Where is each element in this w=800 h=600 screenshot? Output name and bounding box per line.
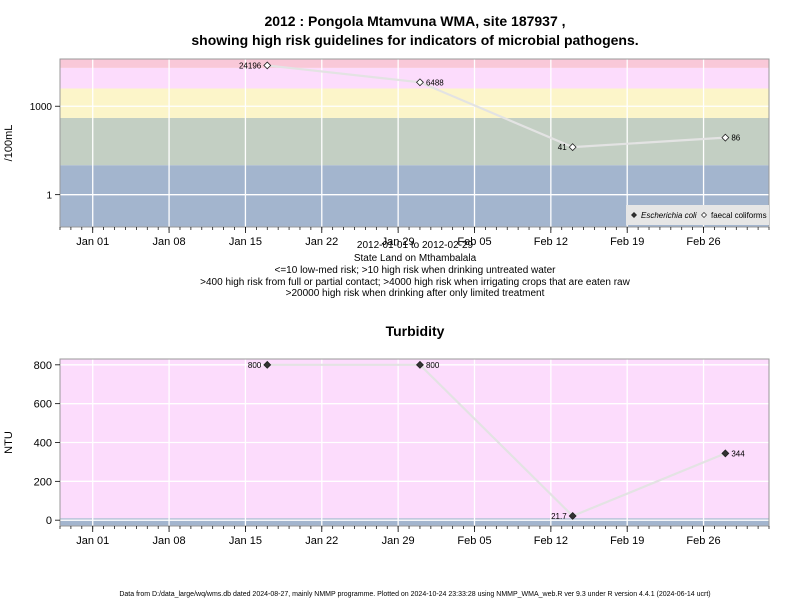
x-tick-label: Jan 01 — [76, 236, 109, 248]
data-point — [263, 61, 272, 70]
turbidity-title: Turbidity — [386, 323, 445, 339]
y-tick-label: 1000 — [30, 102, 53, 113]
series-line — [267, 64, 726, 149]
risk-band — [60, 359, 769, 519]
y-tick-label: 0 — [46, 515, 52, 527]
data-point — [263, 360, 272, 369]
data-label: 344 — [731, 449, 745, 458]
turbidity-panel: Jan 01 Jan 08 Jan 15 Jan 22 Jan 29 Feb 05 Feb … — [3, 358, 770, 547]
y-axis-label: NTU — [3, 431, 15, 454]
legend-marker — [631, 212, 637, 218]
x-tick-label: Jan 22 — [305, 535, 338, 547]
x-tick-label: Jan 15 — [229, 535, 262, 547]
risk-band — [60, 59, 769, 68]
legend-marker — [701, 212, 707, 218]
data-label: 800 — [248, 361, 262, 370]
x-tick-label: Feb 05 — [457, 535, 491, 547]
data-point — [721, 133, 730, 142]
guideline-text-3: >20000 high risk when drinking after onl… — [286, 288, 545, 299]
y-tick-label: 1 — [46, 191, 52, 202]
chart-title-line2: showing high risk guidelines for indicat… — [191, 32, 638, 48]
chart-title-line1: 2012 : Pongola Mtamvuna WMA, site 187937… — [264, 13, 565, 29]
data-label: 800 — [426, 361, 440, 370]
data-point — [415, 78, 424, 87]
x-tick-label: Jan 22 — [305, 236, 338, 248]
risk-band — [60, 518, 769, 526]
footer-note: Data from D:/data_large/wq/wms.db dated … — [119, 591, 710, 598]
microbial-panel: Jan 01 Jan 08 Jan 15 Jan 22 Jan 29 Feb 05 Feb … — [3, 58, 770, 248]
guideline-text-2: >400 high risk from full or partial cont… — [200, 277, 630, 288]
x-tick-label: Jan 08 — [153, 535, 186, 547]
risk-band — [60, 67, 769, 89]
x-tick-label: Feb 26 — [686, 236, 720, 248]
data-point — [568, 511, 577, 520]
x-tick-label: Jan 29 — [382, 535, 415, 547]
data-label: 6488 — [426, 78, 444, 87]
guideline-text-1: <=10 low-med risk; >10 high risk when dr… — [275, 265, 557, 276]
risk-band — [60, 88, 769, 118]
y-axis-label: /100mL — [3, 125, 15, 162]
y-tick-label: 800 — [34, 360, 52, 372]
legend-box — [626, 205, 769, 225]
x-tick-label: Jan 15 — [229, 236, 262, 248]
data-point — [415, 360, 424, 369]
x-tick-label: Jan 01 — [76, 535, 109, 547]
data-label: 41 — [558, 143, 567, 152]
plot-border — [59, 58, 770, 228]
y-tick-label: 600 — [34, 399, 52, 411]
x-tick-label: Jan 08 — [153, 236, 186, 248]
data-label: 21.7 — [551, 512, 567, 521]
data-point — [568, 143, 577, 152]
y-tick-label: 200 — [34, 476, 52, 488]
site-name-text: State Land on Mthambalala — [354, 253, 477, 264]
x-tick-label: Feb 26 — [686, 535, 720, 547]
series-line — [267, 363, 726, 518]
x-tick-label: Feb 19 — [610, 236, 644, 248]
data-label: 24196 — [239, 61, 262, 70]
x-tick-label: Feb 05 — [457, 236, 491, 248]
x-tick-label: Jan 29 — [382, 236, 415, 248]
y-tick-label: 400 — [34, 438, 52, 450]
data-label: 86 — [731, 134, 740, 143]
legend-label: faecal coliforms — [711, 211, 767, 220]
date-range-text: 2012-01-01 to 2012-02-29 — [357, 240, 474, 251]
x-tick-label: Feb 12 — [534, 236, 568, 248]
data-point — [721, 449, 730, 458]
x-tick-label: Feb 12 — [534, 535, 568, 547]
x-tick-label: Feb 19 — [610, 535, 644, 547]
legend-label: Escherichia coli — [641, 211, 697, 220]
